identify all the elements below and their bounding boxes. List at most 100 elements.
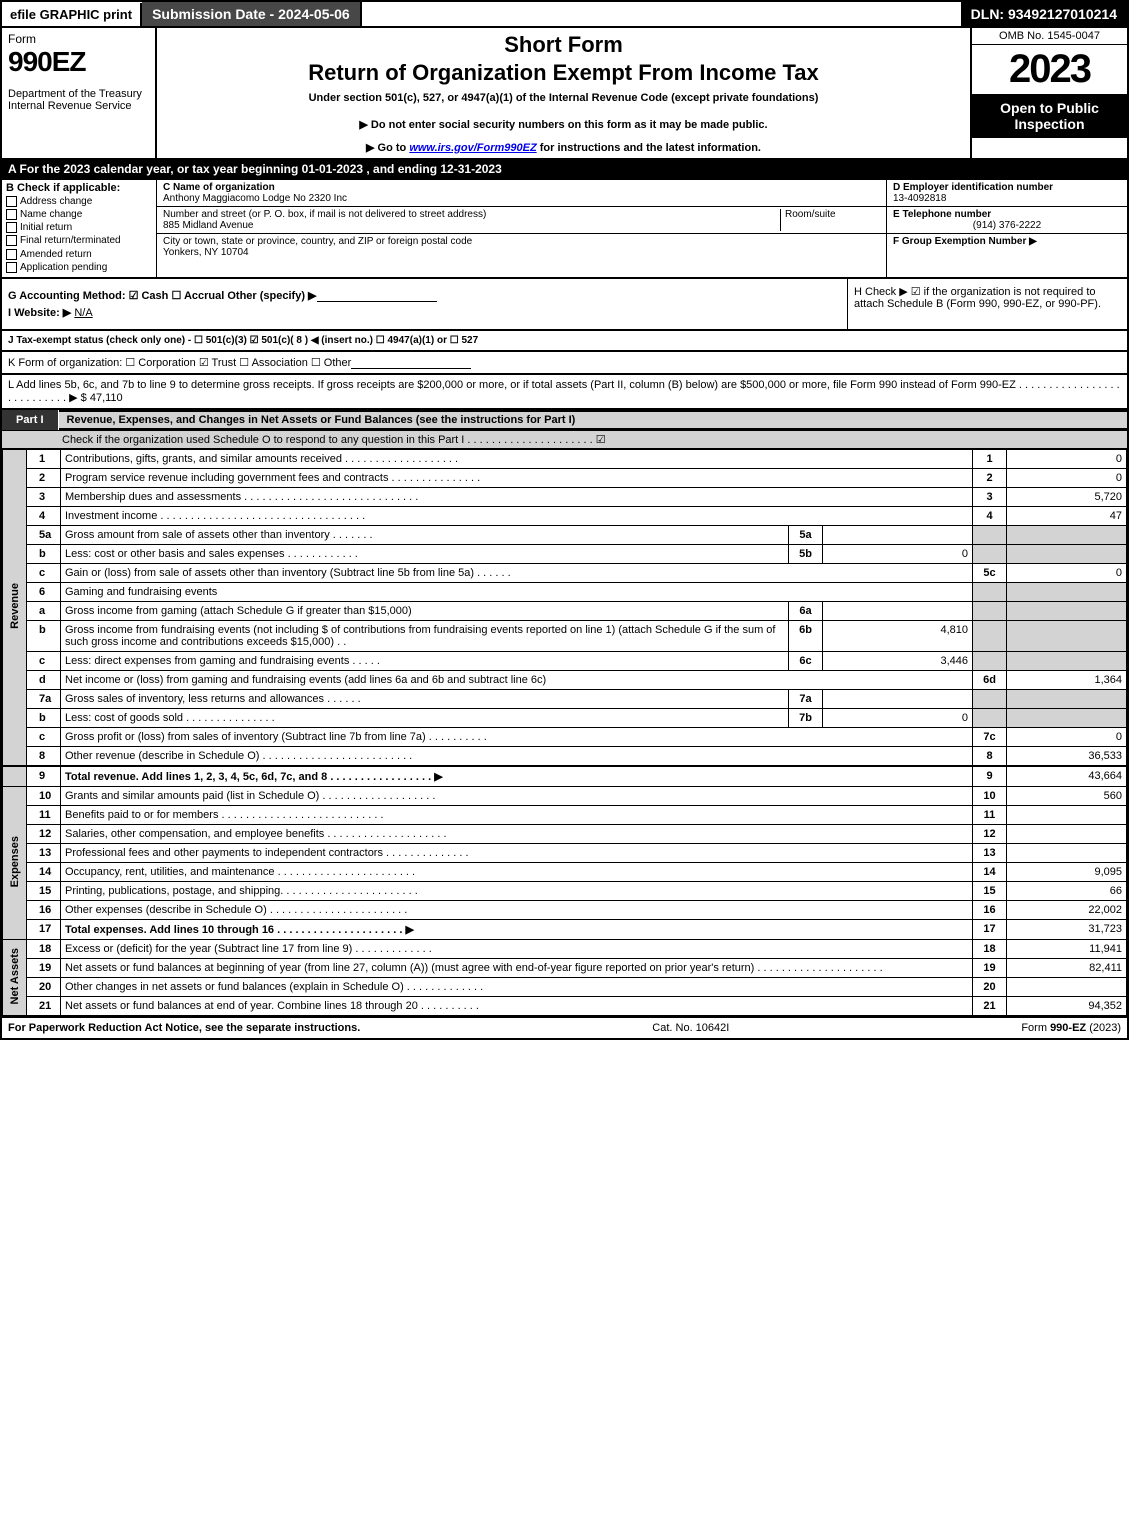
other-specify-blank[interactable]: [317, 290, 437, 302]
col-h-schedule-b: H Check ▶ ☑ if the organization is not r…: [847, 279, 1127, 329]
cat-no: Cat. No. 10642I: [652, 1022, 729, 1034]
other-org-blank[interactable]: [351, 357, 471, 369]
row-j-tax-exempt: J Tax-exempt status (check only one) - ☐…: [0, 331, 1129, 352]
chk-address-change[interactable]: Address change: [6, 196, 152, 207]
line-11: 11 Benefits paid to or for members . . .…: [3, 805, 1127, 824]
street-val: 885 Midland Avenue: [163, 220, 253, 231]
revenue-side-label: Revenue: [3, 449, 27, 766]
ein-row: D Employer identification number 13-4092…: [887, 180, 1127, 207]
submission-date: Submission Date - 2024-05-06: [142, 2, 362, 26]
line-6: 6 Gaming and fundraising events: [3, 582, 1127, 601]
room-lbl: Room/suite: [785, 209, 836, 220]
dept-label: Department of the Treasury Internal Reve…: [8, 88, 149, 112]
line-7a: 7a Gross sales of inventory, less return…: [3, 689, 1127, 708]
line-21: 21 Net assets or fund balances at end of…: [3, 996, 1127, 1015]
under-section: Under section 501(c), 527, or 4947(a)(1)…: [163, 92, 964, 104]
street-lbl: Number and street (or P. O. box, if mail…: [163, 209, 486, 220]
ein-val: 13-4092818: [893, 193, 946, 204]
col-b-head: B Check if applicable:: [6, 182, 152, 194]
goto-pre: ▶ Go to: [366, 142, 409, 154]
city-val: Yonkers, NY 10704: [163, 247, 249, 258]
group-exemption-lbl: F Group Exemption Number ▶: [893, 236, 1037, 247]
line-10: Expenses 10 Grants and similar amounts p…: [3, 786, 1127, 805]
line-18: Net Assets 18 Excess or (deficit) for th…: [3, 939, 1127, 958]
goto-post: for instructions and the latest informat…: [537, 142, 761, 154]
row-i-pre: I Website: ▶: [8, 307, 71, 319]
line-4: 4 Investment income . . . . . . . . . . …: [3, 506, 1127, 525]
org-name-row: C Name of organization Anthony Maggiacom…: [157, 180, 886, 207]
irs-link[interactable]: www.irs.gov/Form990EZ: [409, 142, 536, 154]
phone-lbl: E Telephone number: [893, 209, 991, 220]
header-right: OMB No. 1545-0047 2023 Open to Public In…: [972, 28, 1127, 158]
top-bar: efile GRAPHIC print Submission Date - 20…: [0, 0, 1129, 28]
form-no: Form 990-EZ (2023): [1021, 1022, 1121, 1034]
part-1-table: Revenue 1 Contributions, gifts, grants, …: [2, 449, 1127, 1016]
netassets-side-label: Net Assets: [3, 939, 27, 1015]
chk-name-change[interactable]: Name change: [6, 209, 152, 220]
website-val: N/A: [74, 307, 92, 319]
col-b-checkboxes: B Check if applicable: Address change Na…: [2, 180, 157, 277]
expenses-side-label: Expenses: [3, 786, 27, 939]
row-l-gross-receipts: L Add lines 5b, 6c, and 7b to line 9 to …: [0, 375, 1129, 410]
chk-initial-return[interactable]: Initial return: [6, 222, 152, 233]
line-6a: a Gross income from gaming (attach Sched…: [3, 601, 1127, 620]
return-title: Return of Organization Exempt From Incom…: [163, 60, 964, 86]
line-5c: c Gain or (loss) from sale of assets oth…: [3, 563, 1127, 582]
org-name-lbl: C Name of organization: [163, 182, 275, 193]
col-c-org-info: C Name of organization Anthony Maggiacom…: [157, 180, 887, 277]
goto-line: ▶ Go to www.irs.gov/Form990EZ for instru…: [163, 141, 964, 154]
efile-print-label[interactable]: efile GRAPHIC print: [2, 3, 142, 26]
section-bcdef: B Check if applicable: Address change Na…: [0, 180, 1129, 279]
part-1-header-bar: Part I Revenue, Expenses, and Changes in…: [2, 410, 1127, 430]
line-5b: b Less: cost or other basis and sales ex…: [3, 544, 1127, 563]
row-h-text: H Check ▶ ☑ if the organization is not r…: [854, 286, 1101, 310]
row-i-website: I Website: ▶ N/A: [8, 306, 841, 319]
phone-row: E Telephone number (914) 376-2222: [887, 207, 1127, 234]
line-13: 13 Professional fees and other payments …: [3, 843, 1127, 862]
line-6c: c Less: direct expenses from gaming and …: [3, 651, 1127, 670]
donot-enter: ▶ Do not enter social security numbers o…: [163, 118, 964, 131]
line-14: 14 Occupancy, rent, utilities, and maint…: [3, 862, 1127, 881]
group-exemption-row: F Group Exemption Number ▶: [887, 234, 1127, 249]
ein-lbl: D Employer identification number: [893, 182, 1053, 193]
line-12: 12 Salaries, other compensation, and emp…: [3, 824, 1127, 843]
form-number: 990EZ: [8, 46, 149, 78]
row-l-val: 47,110: [90, 392, 123, 404]
line-1: Revenue 1 Contributions, gifts, grants, …: [3, 449, 1127, 468]
chk-amended-return[interactable]: Amended return: [6, 249, 152, 260]
row-g-accounting: G Accounting Method: ☑ Cash ☐ Accrual Ot…: [8, 289, 841, 302]
line-3: 3 Membership dues and assessments . . . …: [3, 487, 1127, 506]
chk-application-pending[interactable]: Application pending: [6, 262, 152, 273]
header-center: Short Form Return of Organization Exempt…: [157, 28, 972, 158]
city-lbl: City or town, state or province, country…: [163, 236, 472, 247]
open-public: Open to Public Inspection: [972, 94, 1127, 138]
city-row: City or town, state or province, country…: [157, 234, 886, 260]
chk-final-return[interactable]: Final return/terminated: [6, 235, 152, 246]
dln-number: DLN: 93492127010214: [961, 2, 1127, 26]
form-header: Form 990EZ Department of the Treasury In…: [0, 28, 1129, 160]
form-word: Form: [8, 32, 149, 46]
line-19: 19 Net assets or fund balances at beginn…: [3, 958, 1127, 977]
section-ghi: G Accounting Method: ☑ Cash ☐ Accrual Ot…: [0, 279, 1129, 331]
footer-left: For Paperwork Reduction Act Notice, see …: [8, 1022, 360, 1034]
row-a-tax-year: A For the 2023 calendar year, or tax yea…: [0, 160, 1129, 180]
line-6b: b Gross income from fundraising events (…: [3, 620, 1127, 651]
part-1-wrapper: Part I Revenue, Expenses, and Changes in…: [0, 410, 1129, 1018]
omb-number: OMB No. 1545-0047: [972, 28, 1127, 45]
col-def: D Employer identification number 13-4092…: [887, 180, 1127, 277]
row-k-form-org: K Form of organization: ☐ Corporation ☑ …: [0, 352, 1129, 375]
col-gi: G Accounting Method: ☑ Cash ☐ Accrual Ot…: [2, 279, 847, 329]
line-9: 9 Total revenue. Add lines 1, 2, 3, 4, 5…: [3, 766, 1127, 787]
line-17: 17 Total expenses. Add lines 10 through …: [3, 919, 1127, 939]
org-name-val: Anthony Maggiacomo Lodge No 2320 Inc: [163, 193, 347, 204]
line-5a: 5a Gross amount from sale of assets othe…: [3, 525, 1127, 544]
header-left: Form 990EZ Department of the Treasury In…: [2, 28, 157, 158]
line-20: 20 Other changes in net assets or fund b…: [3, 977, 1127, 996]
line-7c: c Gross profit or (loss) from sales of i…: [3, 727, 1127, 746]
tax-year: 2023: [972, 45, 1127, 94]
short-form-title: Short Form: [163, 32, 964, 58]
part-1-label: Part I: [2, 410, 59, 430]
line-7b: b Less: cost of goods sold . . . . . . .…: [3, 708, 1127, 727]
line-16: 16 Other expenses (describe in Schedule …: [3, 900, 1127, 919]
line-8: 8 Other revenue (describe in Schedule O)…: [3, 746, 1127, 766]
